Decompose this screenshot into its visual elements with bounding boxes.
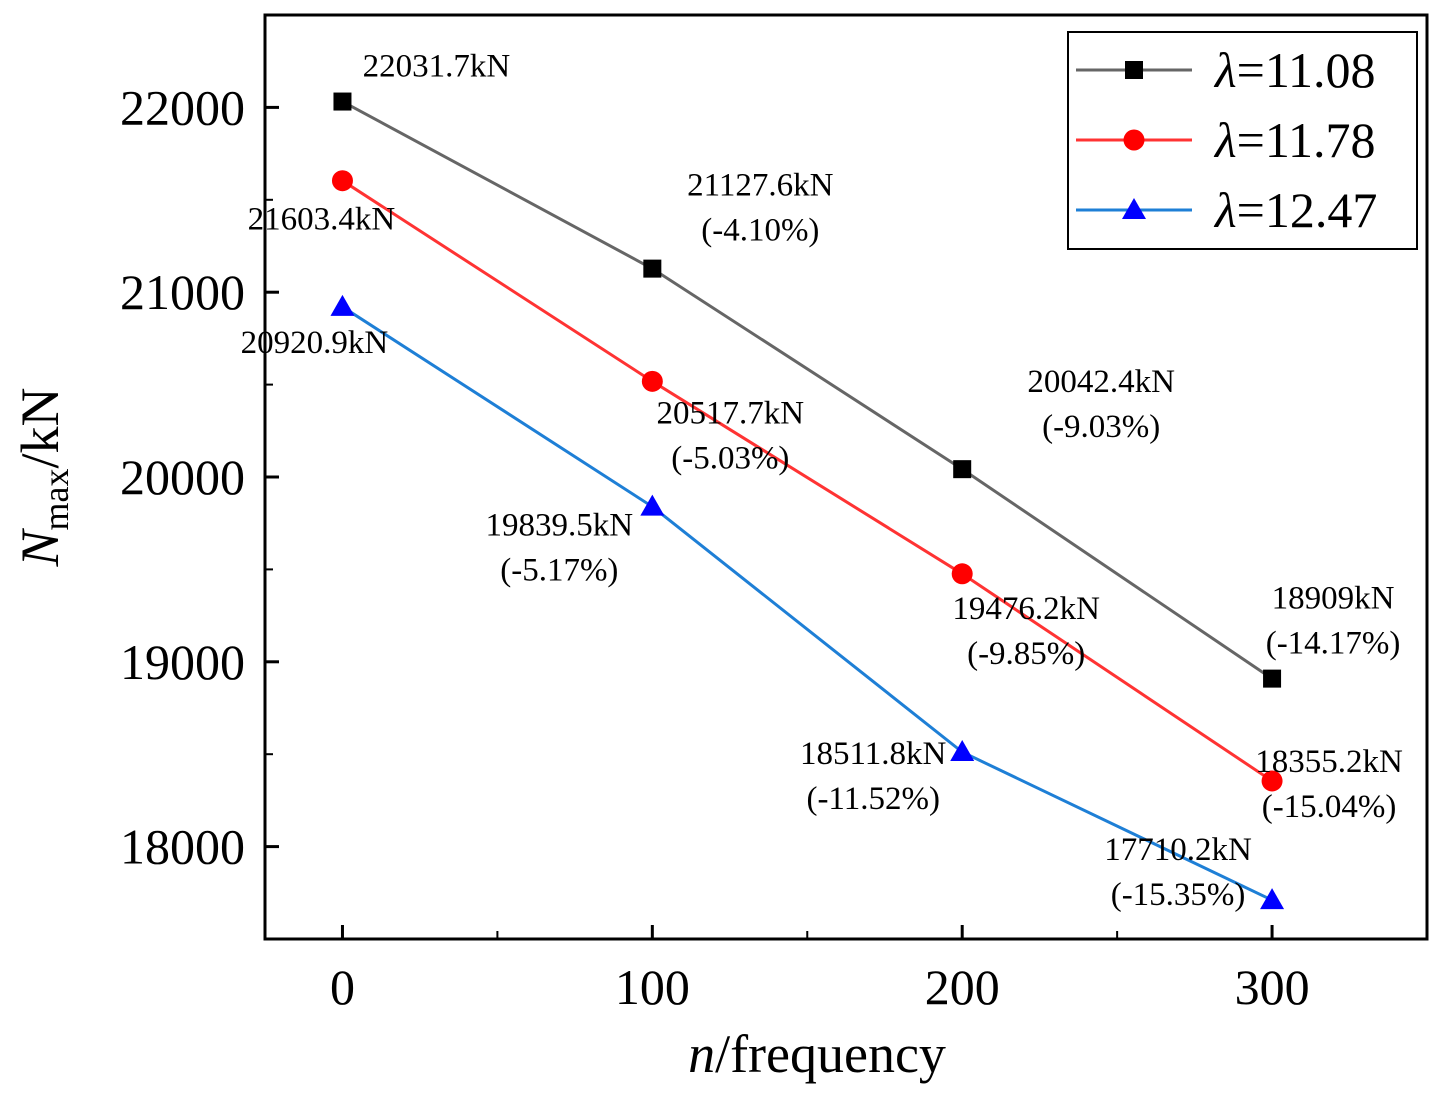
legend: λ=11.08 λ=11.78 λ=12.47 xyxy=(1067,31,1418,250)
data-point xyxy=(1263,669,1282,688)
y-tick-label: 22000 xyxy=(120,79,245,135)
x-tick-label: 200 xyxy=(925,959,1000,1015)
data-label-value: 20920.9kN xyxy=(241,325,389,361)
data-point xyxy=(953,460,972,479)
data-label-value: 19476.2kN xyxy=(952,591,1100,627)
y-tick-label: 19000 xyxy=(120,634,245,690)
x-tick-label: 300 xyxy=(1235,959,1310,1015)
axis-ticks: 0 100 200 300 18000 19000 20000 21000 22000 xyxy=(120,79,1310,1015)
data-label-value: 20517.7kN xyxy=(657,395,805,431)
y-tick-label: 18000 xyxy=(120,819,245,875)
data-label-value: 19839.5kN xyxy=(486,508,634,544)
legend-marker-2 xyxy=(1123,129,1145,151)
data-point xyxy=(330,294,355,316)
data-point xyxy=(643,259,662,278)
series-line-3 xyxy=(341,305,1273,902)
x-tick-label: 100 xyxy=(615,959,690,1015)
data-label-value: 18355.2kN xyxy=(1255,744,1403,780)
data-label-percent: (-15.04%) xyxy=(1262,789,1397,825)
data-label-value: 18511.8kN xyxy=(800,736,947,772)
annotation-layer: 22031.7kN 21127.6kN (-4.10%) 20042.4kN (-9.0… xyxy=(241,49,1403,914)
y-tick-label: 21000 xyxy=(120,264,245,320)
data-label-percent: (-5.03%) xyxy=(671,440,789,476)
legend-items: λ=11.08 λ=11.78 λ=12.47 xyxy=(1076,42,1377,238)
data-label-percent: (-15.35%) xyxy=(1111,877,1246,913)
data-point xyxy=(333,92,352,111)
x-tick-label: 0 xyxy=(330,959,355,1015)
data-point xyxy=(1260,888,1285,910)
legend-label-3: λ=12.47 xyxy=(1213,182,1377,238)
legend-label-1: λ=11.08 xyxy=(1213,42,1376,98)
data-label-percent: (-11.52%) xyxy=(806,781,939,817)
data-point xyxy=(331,170,353,192)
data-label-value: 20042.4kN xyxy=(1027,364,1175,400)
data-label-value: 18909kN xyxy=(1272,581,1395,617)
data-label-percent: (-9.03%) xyxy=(1042,409,1160,445)
legend-marker-3 xyxy=(1122,198,1146,219)
data-label-value: 17710.2kN xyxy=(1104,832,1252,868)
data-label-value: 21127.6kN xyxy=(687,168,834,204)
data-point xyxy=(640,494,665,516)
series-line-2 xyxy=(341,179,1273,783)
data-point xyxy=(950,740,975,762)
data-label-percent: (-5.17%) xyxy=(500,553,618,589)
legend-label-2: λ=11.78 xyxy=(1213,112,1376,168)
data-label-percent: (-4.10%) xyxy=(701,213,819,249)
data-label-percent: (-9.85%) xyxy=(967,636,1085,672)
y-axis-title: Nmax/kN xyxy=(10,387,76,567)
data-label-percent: (-14.17%) xyxy=(1266,626,1401,662)
data-point xyxy=(641,370,663,392)
series-line-1 xyxy=(341,100,1273,680)
x-axis-title: n/frequency xyxy=(688,1024,946,1084)
y-tick-label: 20000 xyxy=(120,449,245,505)
data-label-value: 22031.7kN xyxy=(363,49,511,85)
data-point xyxy=(1261,770,1283,792)
legend-marker-1 xyxy=(1125,61,1143,79)
data-label-value: 21603.4kN xyxy=(248,202,396,238)
series-layer xyxy=(330,92,1285,910)
plot-frame xyxy=(263,13,1429,941)
data-point xyxy=(951,563,973,585)
